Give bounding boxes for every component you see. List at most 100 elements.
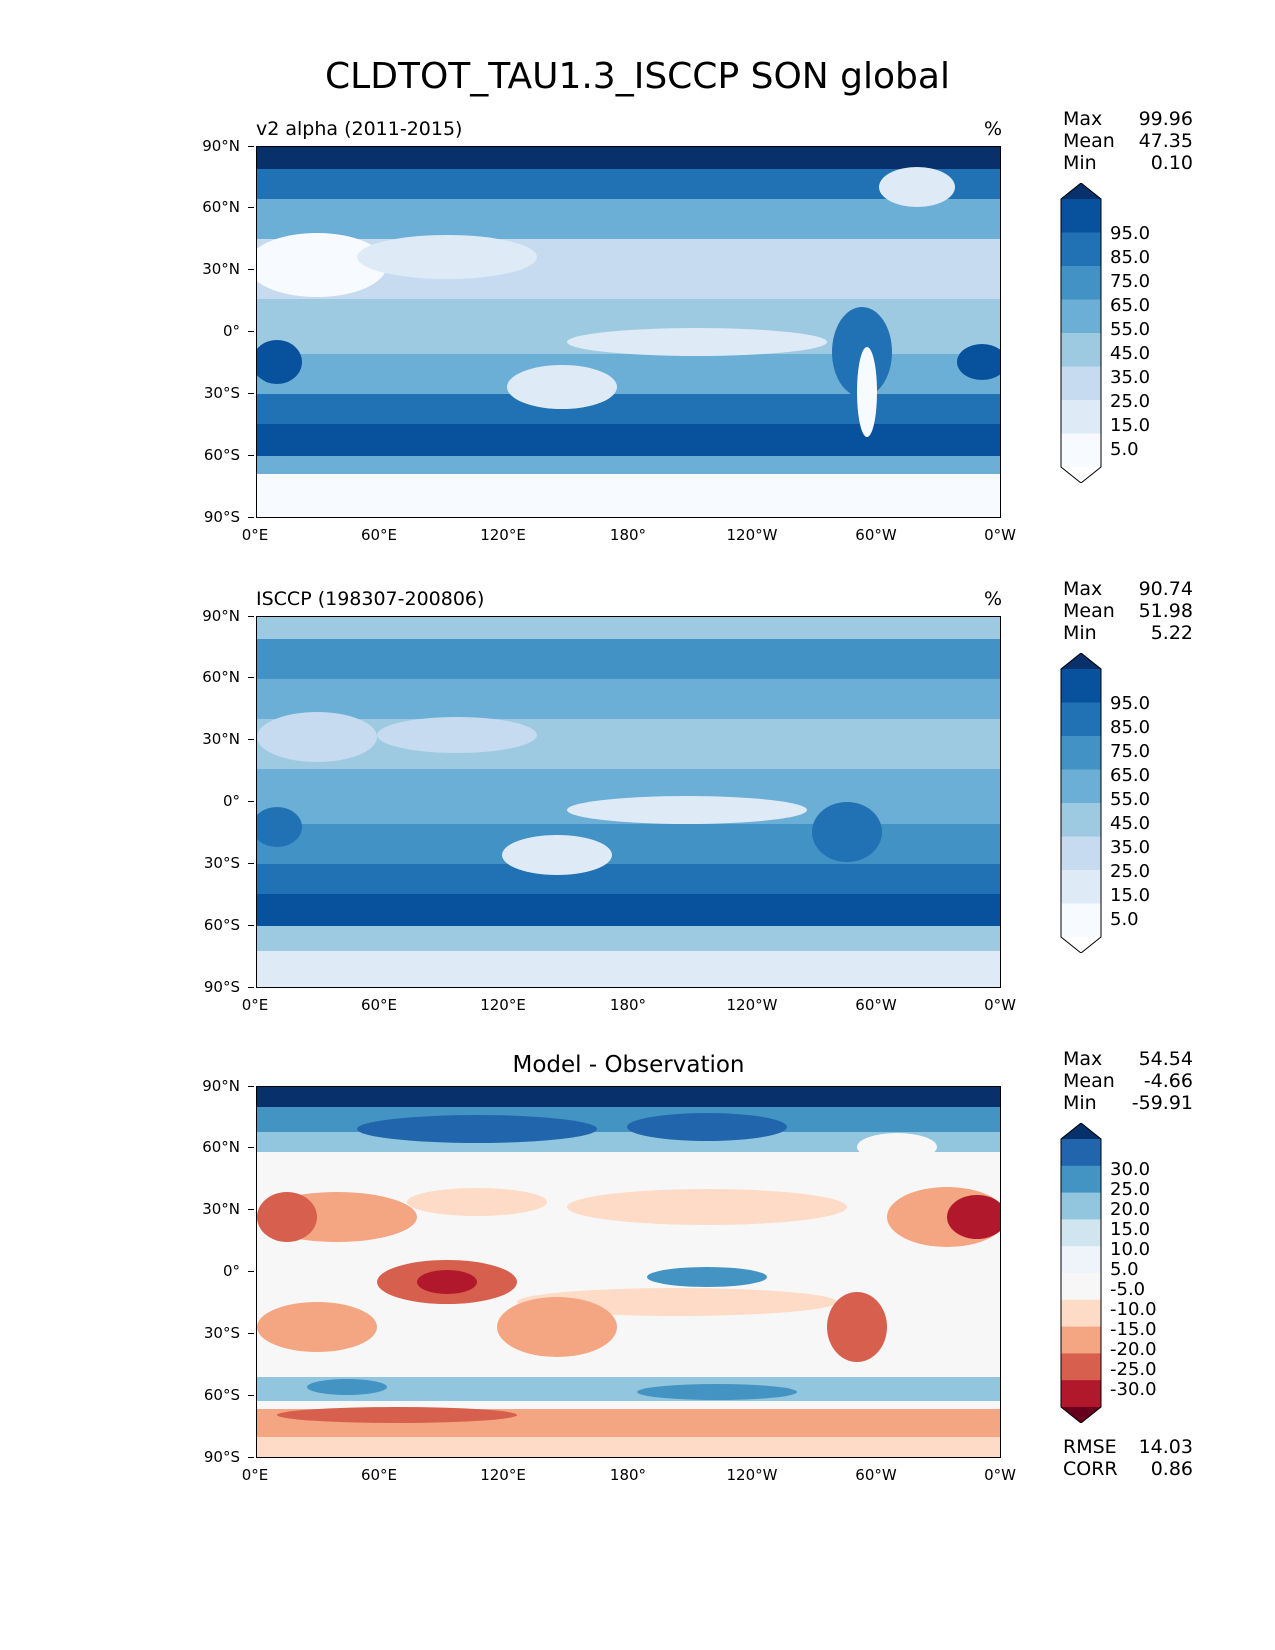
colorbar-outline	[1060, 1123, 1102, 1423]
colorbar-label: 25.0	[1110, 1179, 1151, 1200]
colorbar-label: 85.0	[1110, 247, 1151, 268]
colorbar-segment	[1061, 1353, 1101, 1381]
figure-title: CLDTOT_TAU1.3_ISCCP SON global	[325, 56, 950, 97]
colorbar-segment	[1061, 903, 1101, 938]
colorbar-segment	[1061, 1139, 1101, 1167]
stat-label: Min	[1063, 152, 1097, 174]
stats-box: Max 90.74 Mean 51.98 Min 5.22	[1063, 578, 1193, 644]
colorbar-segment	[1061, 1246, 1101, 1274]
stat-label: Mean	[1063, 1070, 1115, 1092]
colorbar-segment	[1061, 333, 1101, 367]
xtick-label: 60°W	[855, 996, 897, 1014]
ytick-label: 0°	[180, 1262, 254, 1280]
xtick-label: 0°W	[984, 1466, 1016, 1484]
colorbar-segment	[1061, 669, 1101, 703]
xtick-label: 120°E	[480, 996, 526, 1014]
colorbar-label: 10.0	[1110, 1239, 1151, 1260]
colorbar-segment	[1061, 937, 1101, 953]
ytick-label: 60°S	[180, 916, 254, 934]
panel-title: ISCCP (198307-200806)	[256, 588, 485, 610]
colorbar-label: 65.0	[1110, 295, 1151, 316]
colorbar-label: 15.0	[1110, 1219, 1151, 1240]
panel-difference: Model - Observation	[0, 1048, 1275, 1528]
colorbar-label: 55.0	[1110, 319, 1151, 340]
colorbar-segment	[1061, 1299, 1101, 1328]
colorbar-segment	[1061, 433, 1101, 468]
xtick-label: 0°E	[241, 526, 269, 544]
metrics-box: RMSE 14.03 CORR 0.86	[1063, 1436, 1193, 1480]
colorbar-label: 65.0	[1110, 765, 1151, 786]
ytick-label: 90°S	[180, 978, 254, 996]
colorbar-segment	[1061, 1165, 1101, 1194]
stat-label: Mean	[1063, 600, 1115, 622]
colorbar-label: -25.0	[1110, 1359, 1157, 1380]
colorbar-label: 20.0	[1110, 1199, 1151, 1220]
ytick-label: 30°N	[180, 1200, 254, 1218]
xtick-label: 60°E	[360, 996, 398, 1014]
ytick-label: 60°S	[180, 1386, 254, 1404]
colorbar-segment	[1061, 1273, 1101, 1301]
colorbar-label: -10.0	[1110, 1299, 1157, 1320]
ytick-label: 60°N	[180, 668, 254, 686]
stats-box: Max 99.96 Mean 47.35 Min 0.10	[1063, 108, 1193, 174]
ytick-label: 90°N	[180, 137, 254, 155]
colorbar-label: 25.0	[1110, 861, 1151, 882]
colorbar-label: 75.0	[1110, 741, 1151, 762]
panel-model: v2 alpha (2011-2015) % 90°N 60°N 30°	[0, 108, 1275, 588]
xtick-label: 0°W	[984, 526, 1016, 544]
map-plot-model	[256, 146, 1001, 518]
colorbar-label: -20.0	[1110, 1339, 1157, 1360]
colorbar-label: -5.0	[1110, 1279, 1146, 1300]
colorbar-label: 15.0	[1110, 415, 1151, 436]
xtick-label: 120°W	[726, 526, 778, 544]
stat-label: Mean	[1063, 130, 1115, 152]
stat-min: 0.10	[1150, 152, 1193, 174]
metric-label: CORR	[1063, 1458, 1118, 1480]
colorbar-label: 25.0	[1110, 391, 1151, 412]
stat-mean: -4.66	[1143, 1070, 1193, 1092]
xtick-label: 180°	[609, 996, 647, 1014]
xtick-label: 180°	[609, 526, 647, 544]
xtick-label: 0°E	[241, 1466, 269, 1484]
colorbar	[1060, 1123, 1102, 1423]
colorbar-label: 15.0	[1110, 885, 1151, 906]
xtick-label: 0°E	[241, 996, 269, 1014]
colorbar-segment	[1061, 1123, 1101, 1139]
colorbar-segment	[1061, 1380, 1101, 1408]
stat-max: 90.74	[1138, 578, 1193, 600]
colorbar-segment	[1061, 736, 1101, 770]
colorbar-segment	[1061, 199, 1101, 233]
colorbar-label: -30.0	[1110, 1379, 1157, 1400]
xtick-label: 120°W	[726, 1466, 778, 1484]
ytick-label: 90°S	[180, 1448, 254, 1466]
colorbar-segment	[1061, 870, 1101, 904]
colorbar-outline	[1060, 653, 1102, 953]
colorbar-segment	[1061, 702, 1101, 737]
stat-min: -59.91	[1131, 1092, 1193, 1114]
xtick-label: 60°W	[855, 1466, 897, 1484]
colorbar-label: -15.0	[1110, 1319, 1157, 1340]
colorbar-label: 35.0	[1110, 367, 1151, 388]
stat-label: Min	[1063, 622, 1097, 644]
stat-max: 99.96	[1138, 108, 1193, 130]
xtick-label: 60°W	[855, 526, 897, 544]
ytick-label: 60°S	[180, 446, 254, 464]
ytick-label: 90°N	[180, 607, 254, 625]
ytick-label: 90°N	[180, 1077, 254, 1095]
ytick-label: 30°S	[180, 384, 254, 402]
colorbar-segment	[1061, 400, 1101, 434]
metric-corr: 0.86	[1150, 1458, 1193, 1480]
ytick-label: 30°N	[180, 730, 254, 748]
colorbar-segment	[1061, 366, 1101, 401]
units-label: %	[984, 588, 1003, 610]
colorbar-segment	[1061, 183, 1101, 199]
stat-max: 54.54	[1138, 1048, 1193, 1070]
xtick-label: 120°E	[480, 526, 526, 544]
ytick-label: 0°	[180, 322, 254, 340]
colorbar-label: 95.0	[1110, 223, 1151, 244]
xtick-label: 60°E	[360, 526, 398, 544]
colorbar-label: 5.0	[1110, 439, 1139, 460]
map-plot-observation	[256, 616, 1001, 988]
colorbar	[1060, 183, 1102, 483]
colorbar	[1060, 653, 1102, 953]
